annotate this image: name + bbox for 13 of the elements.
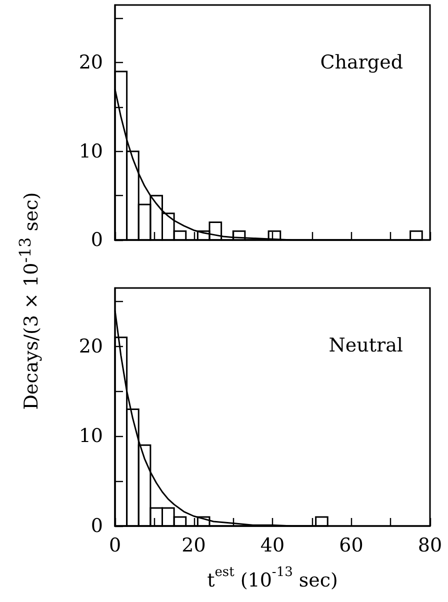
y-tick-label: 10: [78, 425, 103, 448]
x-tick-label: 80: [418, 534, 442, 556]
annotation: Neutral: [328, 334, 404, 356]
x-tick-label: 60: [339, 534, 364, 556]
y-tick-label: 20: [78, 335, 103, 358]
annotation: Charged: [320, 52, 404, 74]
y-tick-label: 20: [78, 52, 103, 74]
y-tick-label: 0: [90, 515, 103, 537]
x-tick-label: 0: [108, 534, 122, 556]
x-tick-label: 20: [182, 534, 206, 556]
y-tick-label: 10: [78, 140, 103, 162]
x-tick-label: 40: [260, 534, 285, 556]
y-tick-label: 0: [90, 229, 103, 251]
